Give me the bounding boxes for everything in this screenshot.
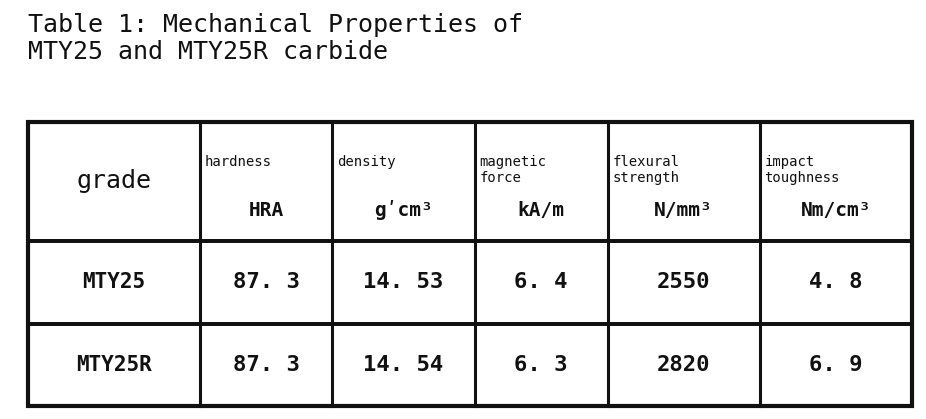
Text: 6. 4: 6. 4	[515, 272, 568, 292]
Text: 6. 9: 6. 9	[809, 355, 863, 375]
Text: flexural
strength: flexural strength	[612, 155, 679, 185]
Text: grade: grade	[76, 169, 151, 193]
Text: 14. 53: 14. 53	[364, 272, 444, 292]
Text: 87. 3: 87. 3	[232, 355, 299, 375]
Text: gʹcm³: gʹcm³	[374, 199, 433, 220]
Text: kA/m: kA/m	[518, 201, 565, 220]
Text: magnetic
force: magnetic force	[480, 155, 546, 185]
Text: Nm/cm³: Nm/cm³	[801, 201, 871, 220]
Text: 87. 3: 87. 3	[232, 272, 299, 292]
Text: 2550: 2550	[657, 272, 710, 292]
Text: 2820: 2820	[657, 355, 710, 375]
Text: MTY25: MTY25	[82, 272, 145, 292]
Text: 4. 8: 4. 8	[809, 272, 863, 292]
Text: HRA: HRA	[248, 201, 283, 220]
Text: 6. 3: 6. 3	[515, 355, 568, 375]
Text: 14. 54: 14. 54	[364, 355, 444, 375]
Text: impact
toughness: impact toughness	[765, 155, 840, 185]
Text: MTY25R: MTY25R	[76, 355, 152, 375]
Text: Table 1: Mechanical Properties of
MTY25 and MTY25R carbide: Table 1: Mechanical Properties of MTY25 …	[28, 13, 523, 65]
Text: N/mm³: N/mm³	[655, 201, 713, 220]
Text: density: density	[337, 155, 395, 169]
Bar	[28, 122, 912, 406]
Text: hardness: hardness	[205, 155, 271, 169]
